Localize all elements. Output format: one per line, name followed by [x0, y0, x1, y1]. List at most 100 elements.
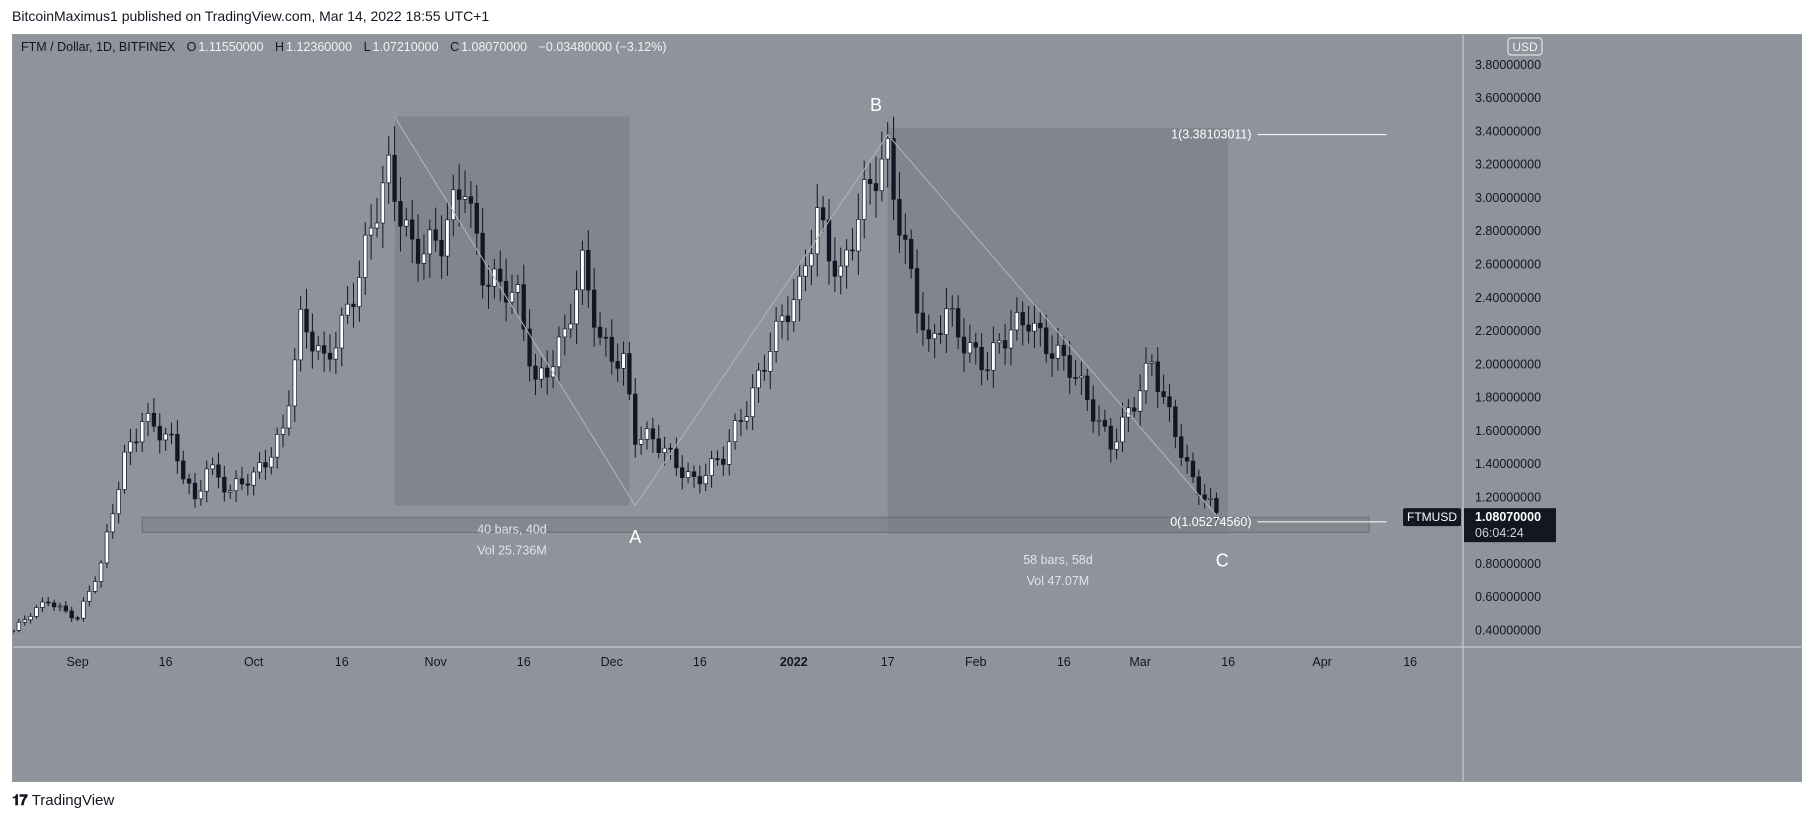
candle-body [1049, 353, 1055, 359]
low-value: 1.07210000 [373, 40, 439, 54]
candle-body [527, 328, 532, 367]
price-tick-label: 3.00000000 [1475, 191, 1541, 205]
currency-badge[interactable]: USD [1507, 37, 1543, 56]
candle-body [1114, 441, 1119, 450]
range-volume-label-1: Vol 25.736M [477, 544, 547, 558]
time-tick-label: 16 [1057, 655, 1071, 669]
candle-body [1002, 340, 1008, 349]
candle-body [668, 447, 673, 450]
chart-panel[interactable]: 3.80000000 3.60000000 3.40000000 3.20000000… [12, 34, 1802, 782]
candle-body [556, 336, 562, 368]
candle-body [1073, 377, 1078, 379]
fib-level-label-1: 0(1.05274560) [1170, 515, 1251, 529]
candle-body [175, 433, 180, 462]
candle-body [773, 320, 779, 352]
candle-body [703, 475, 708, 485]
candle-body [16, 621, 22, 631]
annotation-labels: 1(3.38103011) 0(1.05274560) 40 bars, 40d Vo… [477, 95, 1556, 588]
candle-body [245, 483, 250, 486]
price-tick-label: 3.60000000 [1475, 91, 1541, 105]
candle-body [63, 605, 69, 612]
candle-body [87, 590, 92, 602]
candle-body [69, 610, 74, 619]
candle-body [914, 268, 920, 314]
time-tick-label: 16 [159, 655, 173, 669]
candle-body [644, 428, 650, 440]
candle-body [727, 441, 732, 465]
tradingview-logo[interactable]: 𝟏𝟕 TradingView [12, 792, 114, 809]
candle-body [662, 447, 667, 453]
candle-body [474, 203, 479, 234]
candles [13, 116, 1219, 635]
candle-body [292, 359, 297, 407]
price-tick-label: 2.40000000 [1475, 291, 1541, 305]
candle-body [286, 405, 292, 429]
candle-body [503, 281, 509, 303]
candle-body [498, 268, 503, 282]
candle-body [950, 308, 955, 310]
candle-body [709, 458, 714, 476]
time-tick-label: Oct [244, 655, 264, 669]
candle-body [1055, 344, 1061, 359]
candle-body [1108, 425, 1113, 450]
candle-body [1067, 355, 1072, 378]
candle-body [685, 471, 691, 478]
symbol-price-badge [1403, 508, 1461, 527]
candle-body [1173, 406, 1178, 438]
candle-body [374, 222, 380, 229]
candle-body [51, 602, 57, 608]
bar-countdown: 06:04:24 [1475, 526, 1524, 540]
candle-body [721, 458, 726, 465]
candle-body [122, 451, 127, 490]
time-tick-label: 2022 [780, 655, 808, 669]
candle-body [1190, 460, 1196, 478]
candle-body [638, 439, 644, 445]
candle-body [1102, 419, 1108, 427]
candle-body [204, 468, 209, 492]
candle-body [832, 260, 838, 277]
candle-body [597, 326, 603, 338]
candle-body [40, 601, 45, 608]
candle-body [1120, 416, 1125, 443]
candle-body [1137, 390, 1143, 412]
tv-logo-icon: 𝟏𝟕 [12, 792, 28, 809]
candle-body [961, 336, 967, 354]
low-label: L [364, 40, 371, 54]
price-tick-label: 1.80000000 [1475, 391, 1541, 405]
candle-body [1085, 375, 1090, 401]
candle-body [445, 219, 450, 257]
price-axis[interactable]: 3.80000000 3.60000000 3.40000000 3.20000000… [1475, 58, 1541, 637]
candle-body [762, 369, 767, 372]
candle-body [116, 489, 121, 515]
time-tick-label: Apr [1312, 655, 1331, 669]
candle-body [1032, 322, 1037, 332]
candle-body [421, 253, 427, 264]
candle-body [1038, 322, 1043, 329]
price-chart[interactable]: 3.80000000 3.60000000 3.40000000 3.20000000… [13, 35, 1802, 782]
candle-body [592, 289, 597, 328]
candle-body [815, 207, 820, 255]
time-axis[interactable]: Sep 16 Oct 16 Nov 16 Dec 16 2022 17 Feb 16 Mar 16 Apr 1… [66, 655, 1417, 669]
candle-body [104, 531, 110, 564]
candle-body [1161, 391, 1166, 398]
candle-body [181, 460, 186, 480]
candle-body [515, 284, 521, 293]
candle-body [427, 229, 432, 255]
price-tick-label: 3.80000000 [1475, 58, 1541, 72]
candle-body [621, 353, 626, 369]
high-value: 1.12360000 [286, 40, 352, 54]
candle-body [439, 239, 444, 257]
symbol-price-badge-label: FTMUSD [1407, 510, 1457, 524]
candle-body [891, 138, 896, 200]
change-value: −0.03480000 (−3.12%) [539, 40, 667, 54]
price-tick-label: 1.20000000 [1475, 490, 1541, 504]
range-bars-label-1: 40 bars, 40d [477, 523, 547, 537]
candle-body [1149, 361, 1155, 364]
time-tick-label: 16 [693, 655, 707, 669]
candle-body [368, 227, 374, 236]
abc-wave-line [394, 116, 1223, 523]
candle-body [779, 315, 785, 322]
candle-body [973, 342, 978, 348]
time-tick-label: Mar [1129, 655, 1151, 669]
candle-body [13, 630, 16, 632]
